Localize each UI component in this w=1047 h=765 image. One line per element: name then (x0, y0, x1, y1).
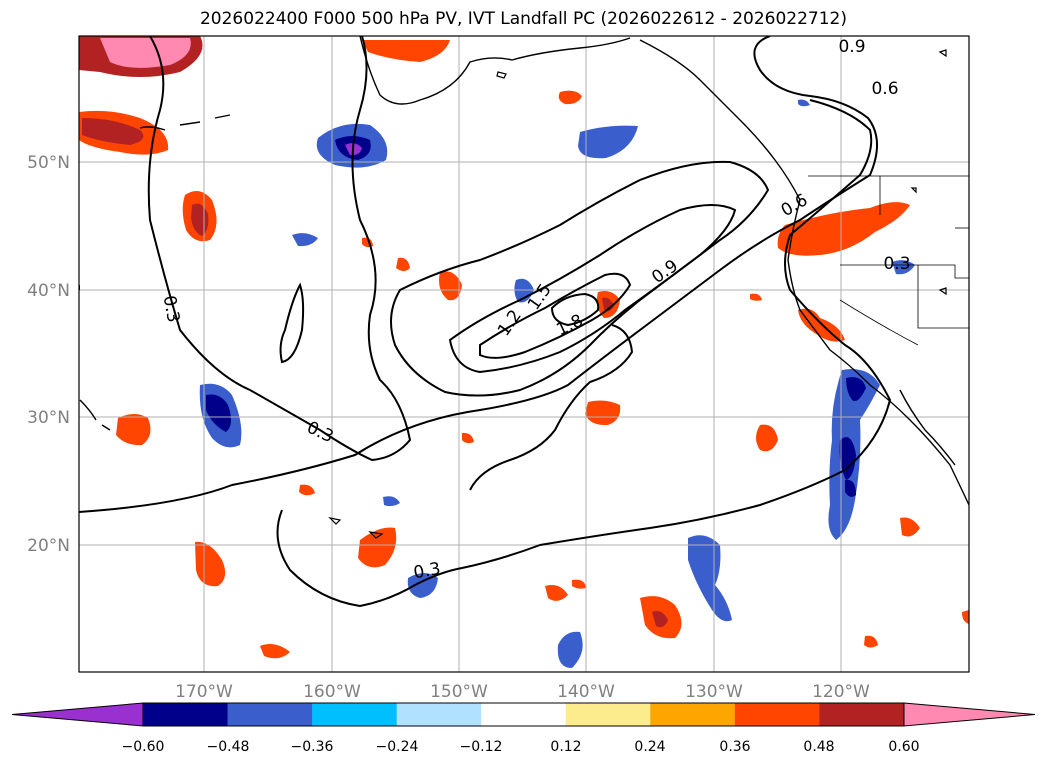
lat-label: 20°N (27, 536, 70, 556)
pv-positive-patches (79, 36, 969, 659)
lat-label: 40°N (27, 281, 70, 301)
colorbar-tick-label: −0.60 (122, 739, 165, 755)
contour-label: 0.3 (159, 294, 183, 324)
map-background (79, 36, 969, 672)
map-gridlines (79, 36, 969, 672)
lon-label: 120°W (812, 682, 870, 702)
map-frame (78, 35, 970, 673)
contour-label: 0.6 (871, 79, 898, 99)
colorbar-extend-min (11, 702, 144, 727)
lon-label: 150°W (430, 682, 488, 702)
colorbar-tick-labels: −0.60 −0.48 −0.36 −0.24 −0.12 0.12 0.24 … (122, 739, 920, 755)
lat-label: 30°N (27, 408, 70, 428)
colorbar-segment (819, 703, 905, 726)
colorbar-tick-label: 0.24 (634, 739, 665, 755)
coastlines (79, 36, 969, 506)
colorbar (11, 702, 1036, 727)
colorbar-outline (142, 702, 905, 727)
lon-label: 130°W (685, 682, 743, 702)
colorbar-tick-label: −0.36 (291, 739, 334, 755)
colorbar-tick-label: −0.12 (460, 739, 503, 755)
colorbar-tick-label: −0.48 (207, 739, 250, 755)
lon-label: 170°W (175, 682, 233, 702)
colorbar-segment (481, 703, 567, 726)
colorbar-segment (650, 703, 736, 726)
lat-label: 50°N (27, 153, 70, 173)
lat-axis-labels: 50°N 40°N 30°N 20°N (27, 153, 70, 556)
colorbar-tick-label: −0.24 (376, 739, 419, 755)
colorbar-tick-label: 0.48 (803, 739, 834, 755)
colorbar-segment (396, 703, 482, 726)
lon-label: 140°W (557, 682, 615, 702)
colorbar-segment (734, 703, 820, 726)
contour-label: 0.3 (883, 254, 910, 274)
colorbar-tick-label: 0.12 (550, 739, 581, 755)
contour-label: 0.9 (838, 37, 865, 57)
colorbar-tick-label: 0.36 (719, 739, 750, 755)
lon-axis-labels: 170°W 160°W 150°W 140°W 130°W 120°W (175, 682, 870, 702)
colorbar-segment (565, 703, 651, 726)
colorbar-extend-max (903, 702, 1036, 727)
islands (328, 49, 947, 539)
ivt-contours (79, 36, 892, 608)
state-borders (808, 175, 969, 346)
colorbar-segment (143, 703, 229, 726)
chart-title: 2026022400 F000 500 hPa PV, IVT Landfall… (199, 9, 847, 29)
contour-label: 0.3 (412, 559, 442, 583)
colorbar-tick-label: 0.60 (888, 739, 919, 755)
lon-label: 160°W (303, 682, 361, 702)
colorbar-segment (312, 703, 398, 726)
colorbar-segment (227, 703, 313, 726)
